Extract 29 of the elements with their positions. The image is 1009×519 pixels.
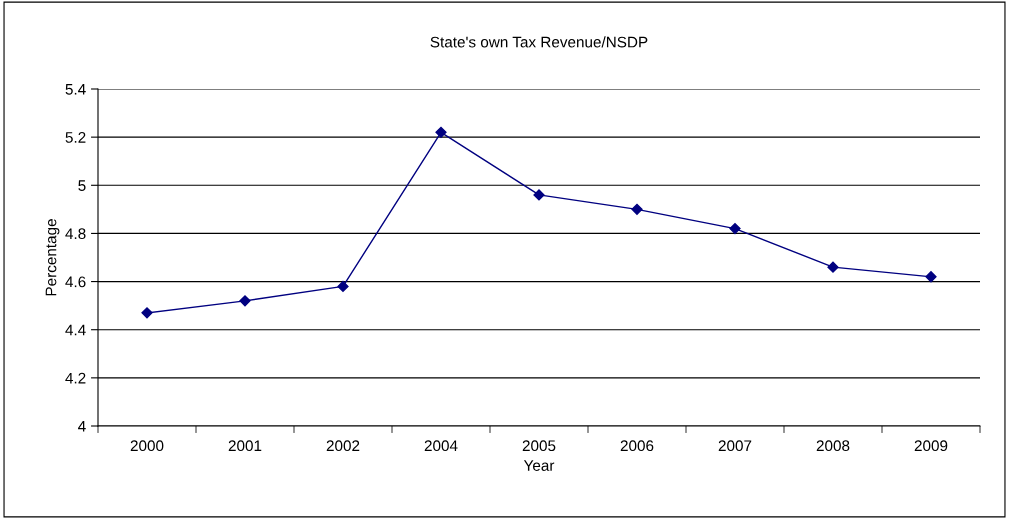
x-tick-label: 2007: [718, 440, 752, 452]
point: [827, 261, 839, 273]
y-tick-label: 4.2: [65, 372, 86, 384]
y-tick-label: 5: [78, 180, 86, 191]
point: [729, 223, 741, 235]
x-tick-label: 2000: [130, 440, 164, 452]
x-tick-label: 2006: [620, 440, 654, 452]
y-tick-label: 5.4: [65, 84, 86, 95]
y-tick-label: 4.6: [65, 276, 86, 288]
chart-title: State's own Tax Revenue/NSDP: [430, 36, 648, 48]
x-tick-label: 2001: [228, 440, 262, 452]
point: [435, 126, 447, 138]
point: [925, 271, 937, 283]
x-tick-label: 2008: [816, 440, 850, 452]
x-axis-title: Year: [523, 460, 555, 471]
point: [141, 307, 153, 319]
point: [239, 295, 251, 307]
x-tick-label: 2009: [914, 440, 948, 452]
x-tick-label: 2004: [424, 440, 458, 452]
x-tick-label: 2005: [522, 440, 556, 452]
point: [533, 189, 545, 201]
y-axis-title: Percentage: [45, 219, 60, 296]
y-tick-label: 4.4: [65, 324, 86, 336]
y-tick-label: 5.2: [65, 132, 86, 143]
x-tick-label: 2002: [326, 440, 360, 452]
point: [631, 203, 643, 215]
y-tick-label: 4.8: [65, 228, 86, 240]
point: [337, 280, 349, 292]
y-tick-label: 4: [78, 421, 86, 432]
